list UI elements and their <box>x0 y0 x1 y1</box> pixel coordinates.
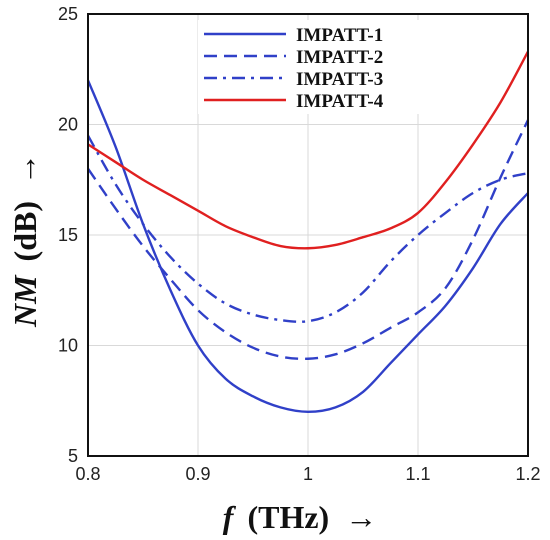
legend-label-4: IMPATT-4 <box>296 91 384 112</box>
y-tick-label: 25 <box>58 4 78 24</box>
series-line-1 <box>86 79 529 414</box>
y-axis-arrow: → <box>7 153 43 185</box>
y-tick-label: 20 <box>58 115 78 135</box>
y-tick-label: 10 <box>58 336 78 356</box>
y-tick-label: 15 <box>58 225 78 245</box>
x-axis-unit: (THz) <box>247 499 329 535</box>
series-line-2 <box>87 119 530 361</box>
y-axis-var: NM <box>7 274 43 328</box>
x-axis-arrow: → <box>345 499 377 535</box>
legend-box <box>198 20 434 114</box>
x-tick-label: 1.1 <box>405 464 430 484</box>
x-tick-label: 0.9 <box>185 464 210 484</box>
y-axis-unit: (dB) <box>7 201 43 261</box>
legend-label-2: IMPATT-2 <box>296 47 383 68</box>
y-axis-title: NM (dB) → <box>7 153 43 328</box>
x-tick-label: 1.2 <box>515 464 540 484</box>
plot-frame <box>87 13 529 457</box>
series-lines <box>86 50 530 414</box>
legend-label-3: IMPATT-3 <box>296 69 383 90</box>
series-line-4 <box>87 50 530 250</box>
legend-label-1: IMPATT-1 <box>296 25 383 46</box>
x-axis-var: f <box>223 499 237 535</box>
y-tick-label: 5 <box>68 446 78 466</box>
x-tick-label: 1 <box>303 464 313 484</box>
x-tick-labels: 0.8 0.9 1 1.1 1.2 <box>75 464 540 484</box>
x-tick-label: 0.8 <box>75 464 100 484</box>
x-axis-title: f (THz) → <box>223 499 377 535</box>
y-tick-labels: 5 10 15 20 25 <box>58 4 78 466</box>
